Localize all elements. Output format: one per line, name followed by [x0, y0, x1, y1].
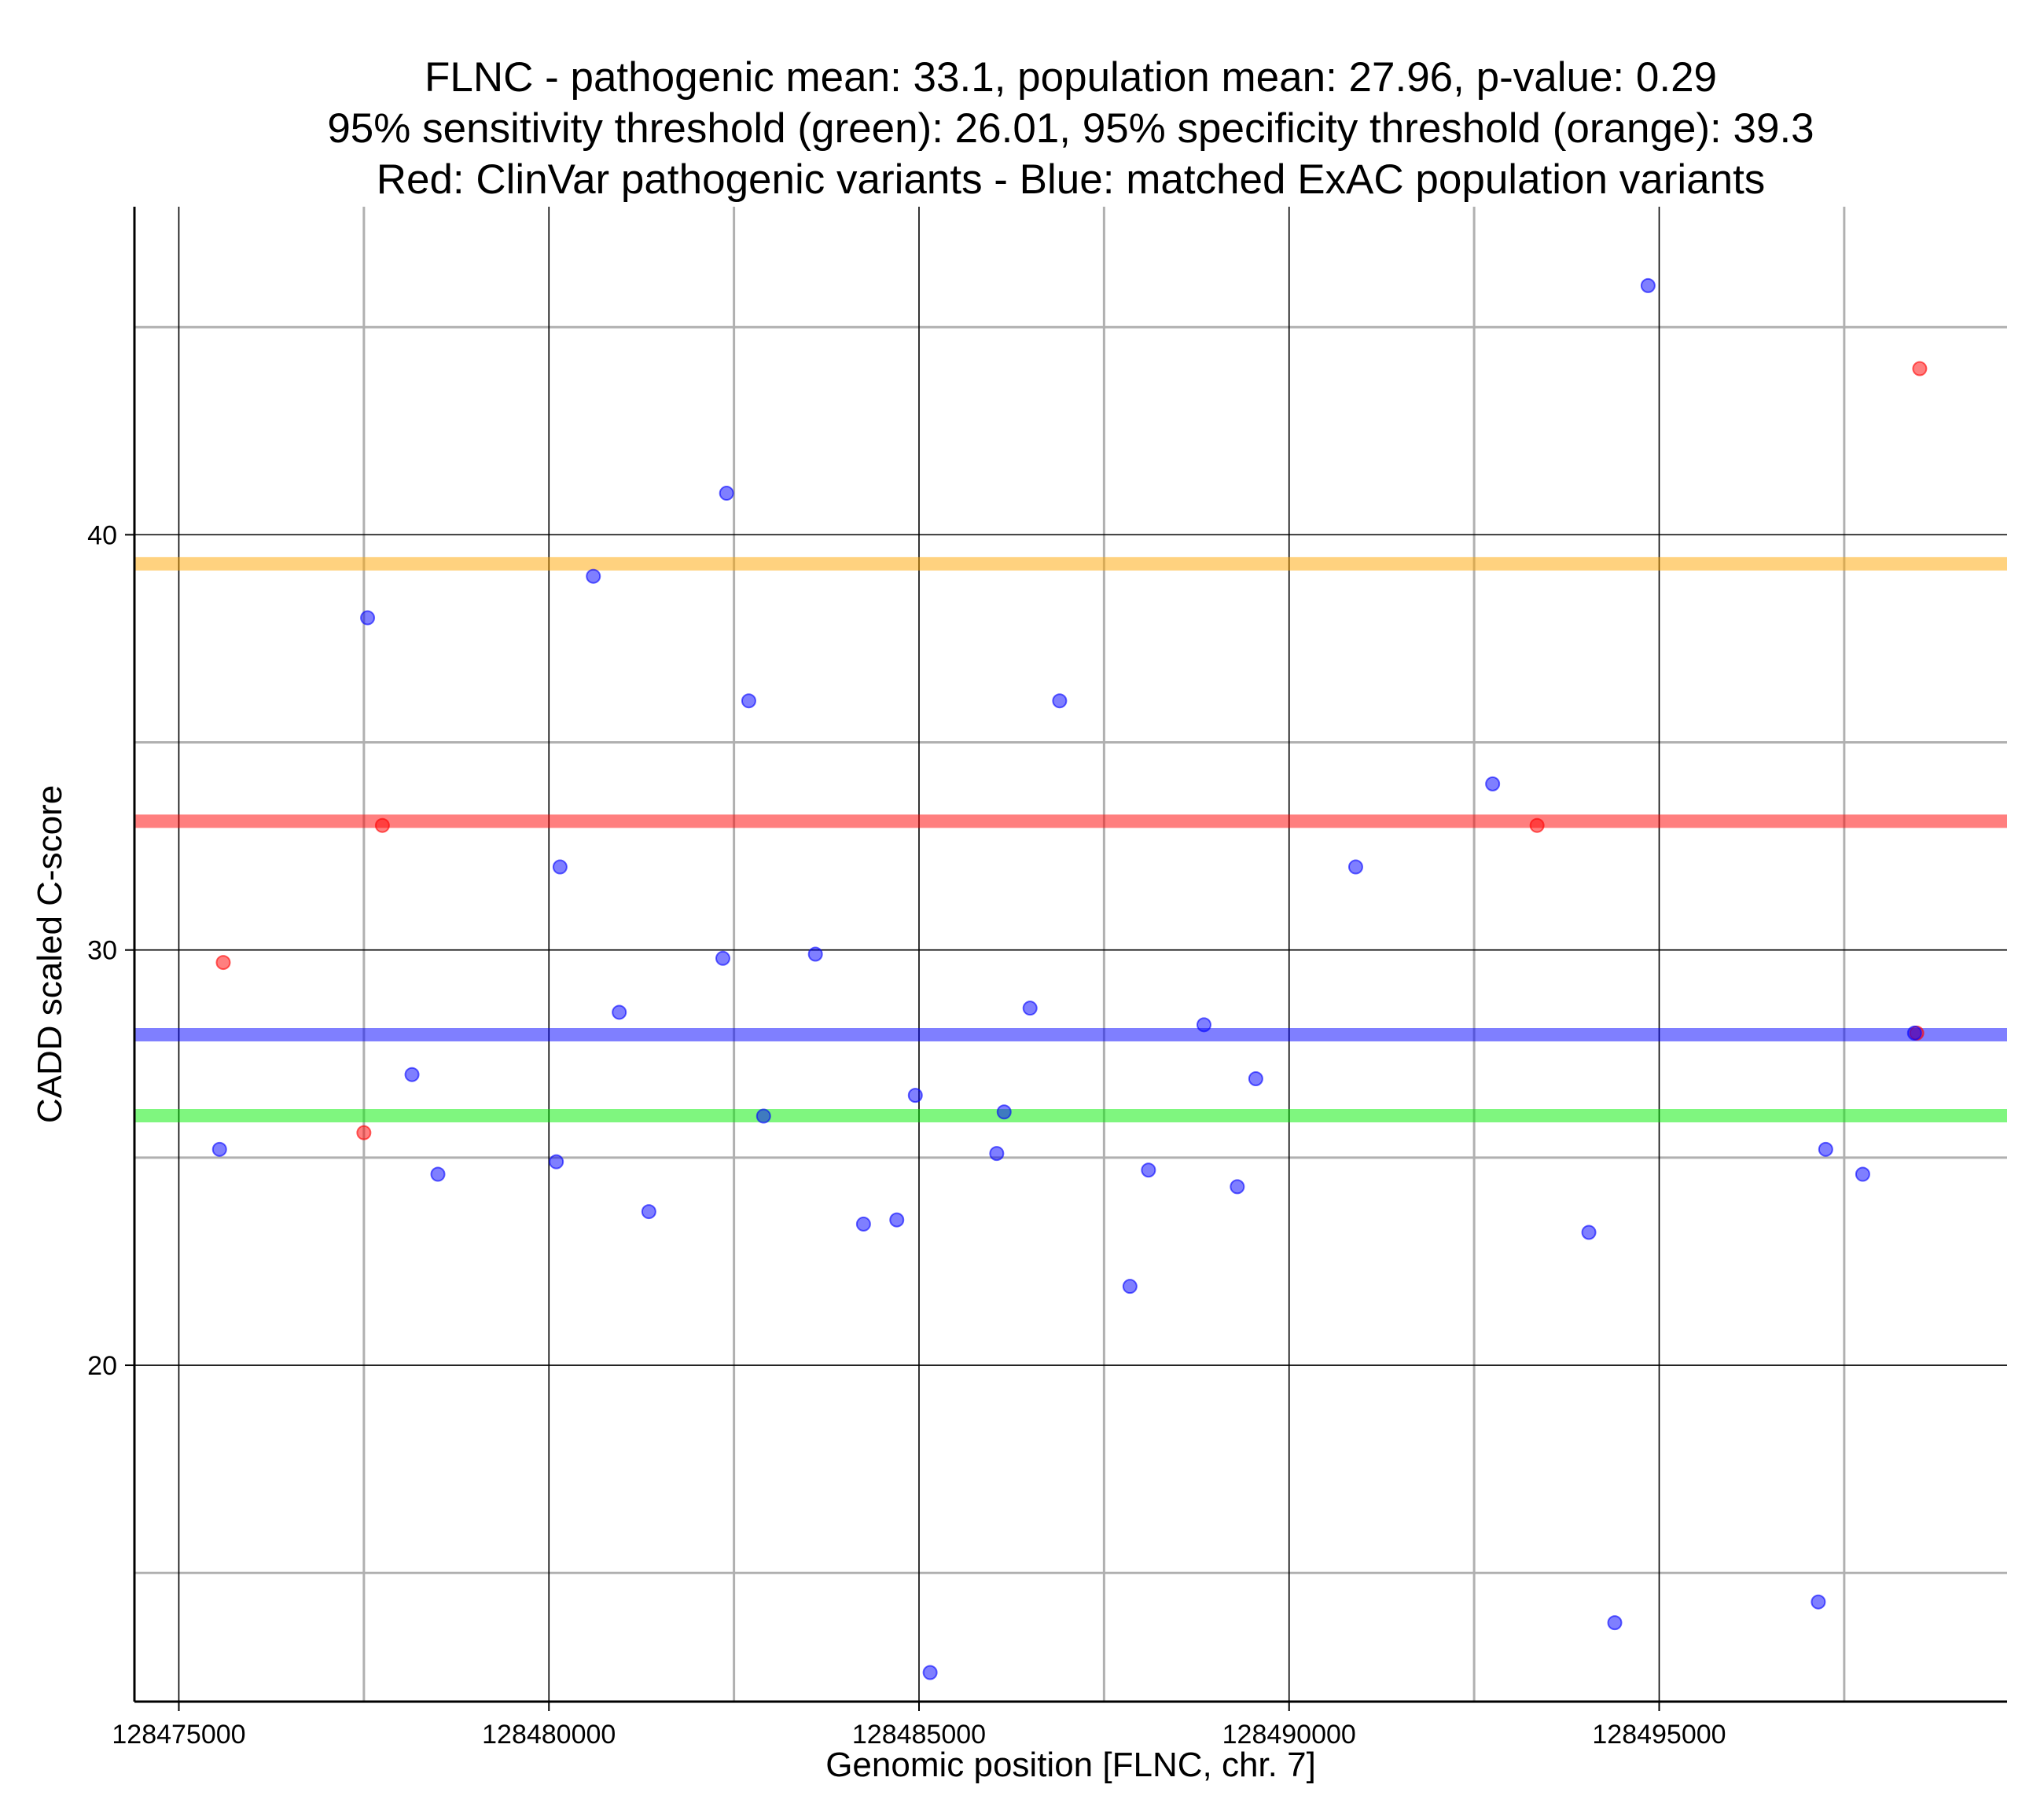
- title-line-3: Red: ClinVar pathogenic variants - Blue:…: [377, 156, 1766, 203]
- x-tick-label: 128495000: [1592, 1720, 1726, 1750]
- y-tick-label: 20: [87, 1351, 117, 1381]
- population-point: [360, 610, 376, 626]
- population-point: [1347, 859, 1363, 875]
- population-point: [404, 1067, 420, 1082]
- population-point: [1607, 1615, 1623, 1631]
- grid-layer: [134, 207, 2007, 1702]
- population-point: [211, 1141, 227, 1157]
- population-point: [755, 1108, 771, 1124]
- threshold-lines: [134, 556, 2007, 1123]
- population-point: [1855, 1166, 1870, 1182]
- x-tick-label: 128475000: [112, 1720, 245, 1750]
- y-tick-label: 40: [87, 520, 117, 550]
- pathogenic-point: [1529, 817, 1545, 833]
- title-line-1: FLNC - pathogenic mean: 33.1, population…: [425, 54, 1717, 101]
- population-point: [612, 1004, 627, 1020]
- population-point: [1022, 1001, 1038, 1016]
- population-point: [719, 486, 734, 501]
- axes: [133, 207, 2007, 1703]
- y-axis-title: CADD scaled C-score: [31, 785, 69, 1123]
- population-point: [1818, 1141, 1833, 1157]
- population-point: [855, 1216, 871, 1232]
- data-points: [211, 277, 1928, 1680]
- population-point: [922, 1665, 938, 1680]
- population-point: [715, 950, 730, 966]
- population-point: [741, 693, 756, 709]
- population-point: [996, 1104, 1012, 1120]
- x-tick-label: 128480000: [482, 1720, 616, 1750]
- pathogenic-point: [374, 817, 390, 833]
- y-tick-label: 30: [87, 936, 117, 966]
- population-point: [552, 859, 568, 875]
- population-point: [430, 1166, 446, 1182]
- population-point: [1230, 1179, 1245, 1195]
- population-point: [549, 1154, 564, 1170]
- population-point: [586, 568, 601, 584]
- pathogenic-point: [215, 955, 231, 971]
- population-point: [1052, 693, 1068, 709]
- chart-title: FLNC - pathogenic mean: 33.1, population…: [327, 54, 1814, 203]
- population-point: [1485, 776, 1501, 791]
- population-point: [889, 1212, 905, 1228]
- population-point: [1141, 1162, 1156, 1178]
- population-point: [1581, 1225, 1597, 1240]
- tick-labels: 128475000 128480000 128485000 128490000 1284…: [87, 520, 1726, 1750]
- pathogenic-point: [356, 1125, 372, 1140]
- population-point: [1811, 1594, 1826, 1610]
- population-point: [641, 1204, 656, 1220]
- population-point: [989, 1146, 1005, 1162]
- population-point: [1640, 277, 1656, 293]
- population-point: [1122, 1279, 1138, 1294]
- pathogenic-point: [1912, 361, 1928, 376]
- population-point: [1248, 1071, 1263, 1086]
- population-point: [1906, 1025, 1922, 1041]
- population-point: [1196, 1017, 1211, 1033]
- x-tick-label: 128490000: [1222, 1720, 1356, 1750]
- x-tick-label: 128485000: [852, 1720, 986, 1750]
- title-line-2: 95% sensitivity threshold (green): 26.01…: [327, 105, 1814, 152]
- population-point: [807, 946, 823, 962]
- x-axis-title: Genomic position [FLNC, chr. 7]: [825, 1746, 1316, 1784]
- population-point: [907, 1088, 923, 1103]
